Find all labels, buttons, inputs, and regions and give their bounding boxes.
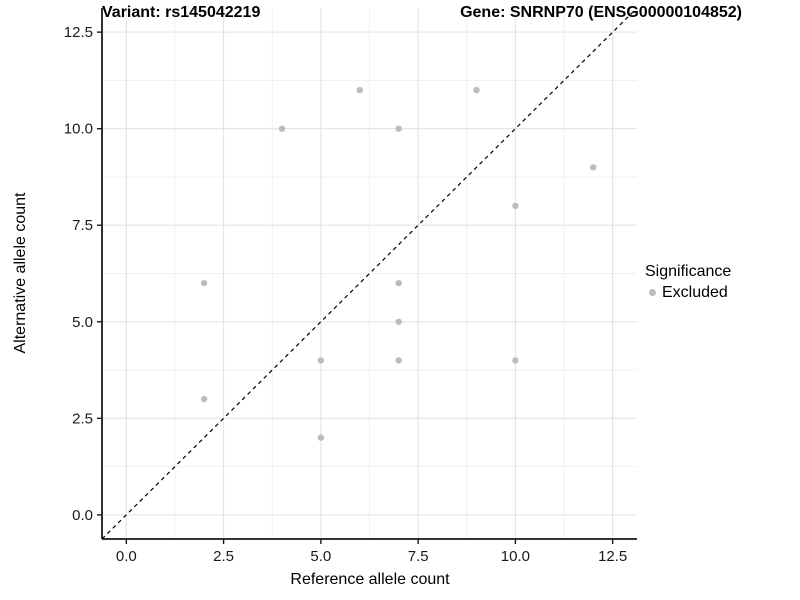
data-point — [395, 357, 402, 364]
data-point — [317, 357, 325, 364]
y-tick-labels: 0.0 2.5 5.0 7.5 10.0 12.5 — [64, 24, 93, 524]
variant-title: Variant: rs145042219 — [102, 4, 261, 21]
x-tick-label: 2.5 — [213, 548, 234, 565]
data-points — [200, 86, 597, 441]
x-tick-label: 12.5 — [598, 548, 627, 565]
data-point — [317, 434, 325, 441]
y-axis-title: Alternative allele count — [12, 192, 29, 354]
y-tick-label: 5.0 — [72, 314, 93, 331]
grid-major — [102, 8, 637, 539]
x-tick-labels: 0.0 2.5 5.0 7.5 10.0 12.5 — [116, 548, 627, 565]
data-point — [278, 125, 286, 132]
y-tick-label: 2.5 — [72, 410, 93, 427]
data-point — [356, 86, 363, 94]
grid-minor — [102, 8, 637, 539]
data-point — [512, 202, 519, 210]
legend: Significance Excluded — [645, 261, 731, 303]
data-point — [395, 125, 402, 132]
x-tick-label: 0.0 — [116, 548, 137, 565]
legend-item-label: Excluded — [662, 284, 728, 301]
data-point — [395, 279, 402, 287]
data-point — [395, 318, 402, 325]
y-tick-label: 0.0 — [72, 507, 93, 524]
x-tick-label: 7.5 — [408, 548, 429, 565]
legend-item-excluded: Excluded — [645, 282, 731, 303]
x-tick-label: 5.0 — [310, 548, 331, 565]
x-tick-label: 10.0 — [501, 548, 530, 565]
legend-title: Significance — [645, 263, 732, 280]
y-tick-label: 12.5 — [64, 24, 93, 41]
axis-lines — [101, 8, 637, 540]
data-point — [200, 395, 208, 403]
data-point — [200, 279, 208, 287]
data-point — [590, 164, 597, 171]
tick-marks — [97, 31, 614, 544]
data-point — [473, 86, 480, 94]
x-axis-title: Reference allele count — [290, 571, 450, 588]
y-tick-label: 7.5 — [72, 217, 93, 234]
plot-titles: Variant: rs145042219 Gene: SNRNP70 (ENSG… — [102, 4, 742, 22]
data-point — [512, 357, 519, 364]
gene-title: Gene: SNRNP70 (ENSG00000104852) — [460, 4, 742, 21]
y-tick-label: 10.0 — [64, 121, 93, 138]
excluded-point-swatch-icon — [649, 289, 656, 296]
